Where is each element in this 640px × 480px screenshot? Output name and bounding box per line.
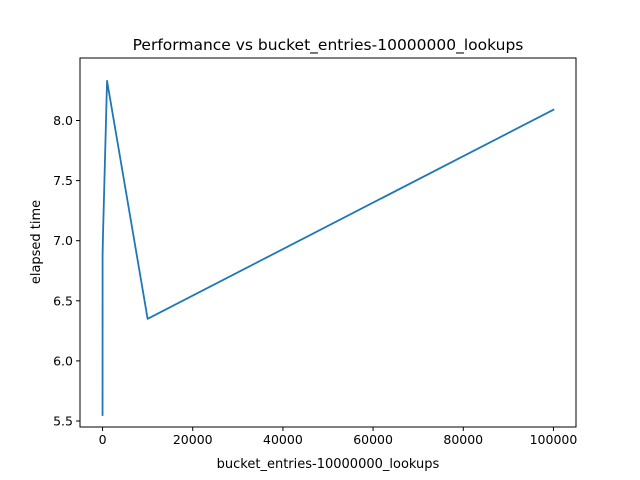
x-tick-label: 80000 — [443, 432, 483, 447]
y-tick-label: 8.0 — [53, 113, 73, 128]
y-tick-label: 7.0 — [53, 233, 73, 248]
y-tick-label: 5.5 — [53, 413, 73, 428]
y-tick-label: 7.5 — [53, 173, 73, 188]
y-tick-label: 6.5 — [53, 293, 73, 308]
y-tick-label: 6.0 — [53, 353, 73, 368]
y-axis-ticks: 5.5 6.0 6.5 7.0 7.5 8.0 — [53, 113, 80, 428]
series-layer — [101, 79, 555, 416]
plot-frame — [79, 57, 577, 428]
chart-title: Performance vs bucket_entries-10000000_l… — [133, 36, 524, 55]
x-tick-label: 20000 — [173, 432, 213, 447]
x-tick-label: 100000 — [530, 432, 578, 447]
x-axis-label: bucket_entries-10000000_lookups — [217, 457, 440, 472]
x-axis-ticks: 0 20000 40000 60000 80000 100000 — [99, 427, 578, 447]
y-axis-label: elapsed time — [29, 200, 44, 284]
x-tick-label: 60000 — [353, 432, 393, 447]
series-line — [101, 79, 555, 416]
x-tick-label: 40000 — [263, 432, 303, 447]
x-tick-label: 0 — [99, 432, 107, 447]
